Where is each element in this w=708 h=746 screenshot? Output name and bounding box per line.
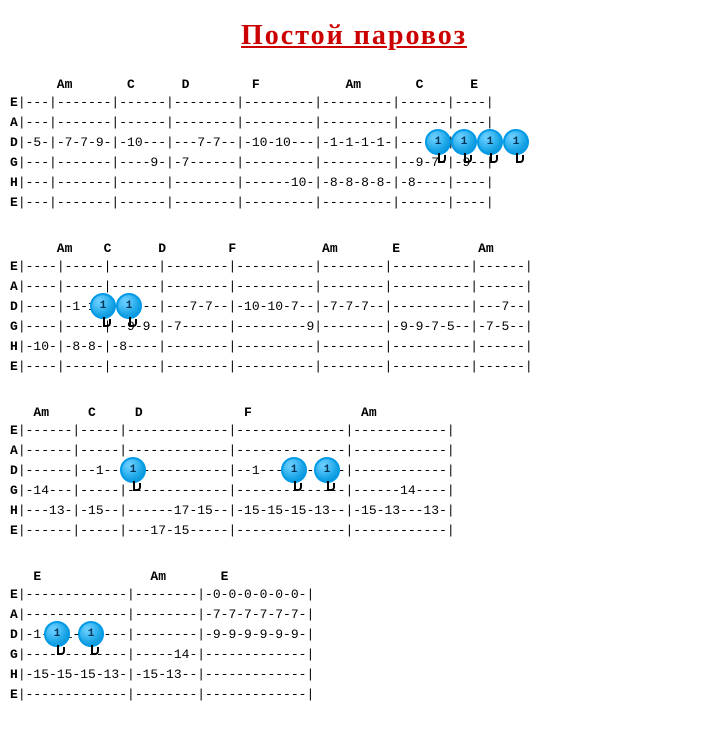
tab-string-row: D|-5-|-7-7-9-|-10---|---7-7--|-10-10---|…	[10, 133, 698, 153]
tab-content: |-------------|--------|-7-7-7-7-7-7-|	[18, 607, 314, 622]
tab-content: |---|-------|------|--------|---------|-…	[18, 95, 494, 110]
tab-content: |-15-15-15-13-|-15-13--|-------------|	[18, 667, 314, 682]
tab-content: |-10-|-8-8-|-8----|--------|----------|-…	[18, 339, 533, 354]
string-label: E	[10, 259, 18, 274]
tab-content: |----|-----|------|--------|----------|-…	[18, 259, 533, 274]
tab-section: Am C D F AmE|------|-----|-------------|…	[10, 405, 698, 541]
tab-string-row: A|-------------|--------|-7-7-7-7-7-7-|	[10, 605, 698, 625]
tab-content: |---|-------|------|--------|---------|-…	[18, 115, 494, 130]
tab-string-row: D|------|--1--|-------------|--1---1----…	[10, 461, 698, 481]
fret-marker-icon: 1	[44, 621, 70, 647]
tab-content: |----|-----|------|--------|----------|-…	[18, 359, 533, 374]
tab-string-row: E|-------------|--------|-------------|	[10, 685, 698, 705]
string-label: G	[10, 483, 18, 498]
fret-marker-icon: 1	[314, 457, 340, 483]
string-label: G	[10, 647, 18, 662]
fret-marker-icon: 1	[116, 293, 142, 319]
tab-string-row: G|-14---|-----|-------------|-----------…	[10, 481, 698, 501]
tab-content: |-5-|-7-7-9-|-10---|---7-7--|-10-10---|-…	[18, 135, 494, 150]
string-label: A	[10, 115, 18, 130]
chord-labels: Am C D F Am E Am	[10, 241, 698, 257]
tab-content: |------|-----|---17-15-----|------------…	[18, 523, 455, 538]
fret-marker-icon: 1	[503, 129, 529, 155]
fret-marker-icon: 1	[477, 129, 503, 155]
chord-labels: Am C D F Am	[10, 405, 698, 421]
chord-labels: Am C D F Am C E	[10, 77, 698, 93]
tab-string-row: A|----|-----|------|--------|----------|…	[10, 277, 698, 297]
tab-section: Am C D F Am C EE|---|-------|------|----…	[10, 77, 698, 213]
string-label: D	[10, 463, 18, 478]
tab-string-row: G|----|-----|--9-9-|-7------|---------9|…	[10, 317, 698, 337]
fret-marker-icon: 1	[78, 621, 104, 647]
string-label: A	[10, 279, 18, 294]
fret-marker-icon: 1	[120, 457, 146, 483]
string-label: E	[10, 359, 18, 374]
chord-labels: E Am E	[10, 569, 698, 585]
tab-string-row: E|----|-----|------|--------|----------|…	[10, 257, 698, 277]
tab-content: |---13-|-15--|------17-15--|-15-15-15-13…	[18, 503, 455, 518]
tab-string-row: E|---|-------|------|--------|---------|…	[10, 93, 698, 113]
string-label: A	[10, 607, 18, 622]
string-label: E	[10, 587, 18, 602]
tab-content: |------|-----|-------------|------------…	[18, 443, 455, 458]
tab-content: |-14---|-----|-------------|------------…	[18, 483, 455, 498]
tab-string-row: A|---|-------|------|--------|---------|…	[10, 113, 698, 133]
tab-string-row: H|-15-15-15-13-|-15-13--|-------------|	[10, 665, 698, 685]
tab-string-row: E|------|-----|-------------|-----------…	[10, 421, 698, 441]
fret-marker-icon: 1	[90, 293, 116, 319]
tab-content: |------|--1--|-------------|--1---1-----…	[18, 463, 455, 478]
string-label: D	[10, 299, 18, 314]
tab-string-row: G|-------------|-----14-|-------------|	[10, 645, 698, 665]
string-label: E	[10, 95, 18, 110]
string-label: E	[10, 423, 18, 438]
tab-string-row: E|----|-----|------|--------|----------|…	[10, 357, 698, 377]
tab-content: |------|-----|-------------|------------…	[18, 423, 455, 438]
tab-container: Am C D F Am C EE|---|-------|------|----…	[10, 77, 698, 705]
fret-marker-icon: 1	[451, 129, 477, 155]
tab-content: |----|-----|------|--------|----------|-…	[18, 279, 533, 294]
string-label: H	[10, 503, 18, 518]
tab-section: E Am EE|-------------|--------|-0-0-0-0-…	[10, 569, 698, 705]
tab-string-row: E|-------------|--------|-0-0-0-0-0-0-|	[10, 585, 698, 605]
string-label: D	[10, 135, 18, 150]
tab-string-row: H|---|-------|------|--------|------10-|…	[10, 173, 698, 193]
tab-string-row: D|-1---1-------|--------|-9-9-9-9-9-9-|	[10, 625, 698, 645]
tab-string-row: H|-10-|-8-8-|-8----|--------|----------|…	[10, 337, 698, 357]
tab-string-row: E|---|-------|------|--------|---------|…	[10, 193, 698, 213]
song-title: Постой паровоз	[10, 20, 698, 52]
tab-content: |-------------|--------|-------------|	[18, 687, 314, 702]
tab-section: Am C D F Am E AmE|----|-----|------|----…	[10, 241, 698, 377]
fret-marker-icon: 1	[281, 457, 307, 483]
tab-string-row: H|---13-|-15--|------17-15--|-15-15-15-1…	[10, 501, 698, 521]
tab-content: |-------------|--------|-0-0-0-0-0-0-|	[18, 587, 314, 602]
fret-marker-icon: 1	[425, 129, 451, 155]
tab-content: |---|-------|------|--------|------10-|-…	[18, 175, 494, 190]
string-label: G	[10, 319, 18, 334]
tab-content: |---|-------|----9-|-7------|---------|-…	[18, 155, 494, 170]
tab-string-row: G|---|-------|----9-|-7------|---------|…	[10, 153, 698, 173]
string-label: A	[10, 443, 18, 458]
tab-string-row: E|------|-----|---17-15-----|-----------…	[10, 521, 698, 541]
tab-string-row: A|------|-----|-------------|-----------…	[10, 441, 698, 461]
string-label: H	[10, 339, 18, 354]
string-label: D	[10, 627, 18, 642]
string-label: H	[10, 667, 18, 682]
tab-content: |---|-------|------|--------|---------|-…	[18, 195, 494, 210]
string-label: E	[10, 687, 18, 702]
tab-content: |----|-----|--9-9-|-7------|---------9|-…	[18, 319, 533, 334]
string-label: G	[10, 155, 18, 170]
string-label: E	[10, 195, 18, 210]
string-label: E	[10, 523, 18, 538]
string-label: H	[10, 175, 18, 190]
